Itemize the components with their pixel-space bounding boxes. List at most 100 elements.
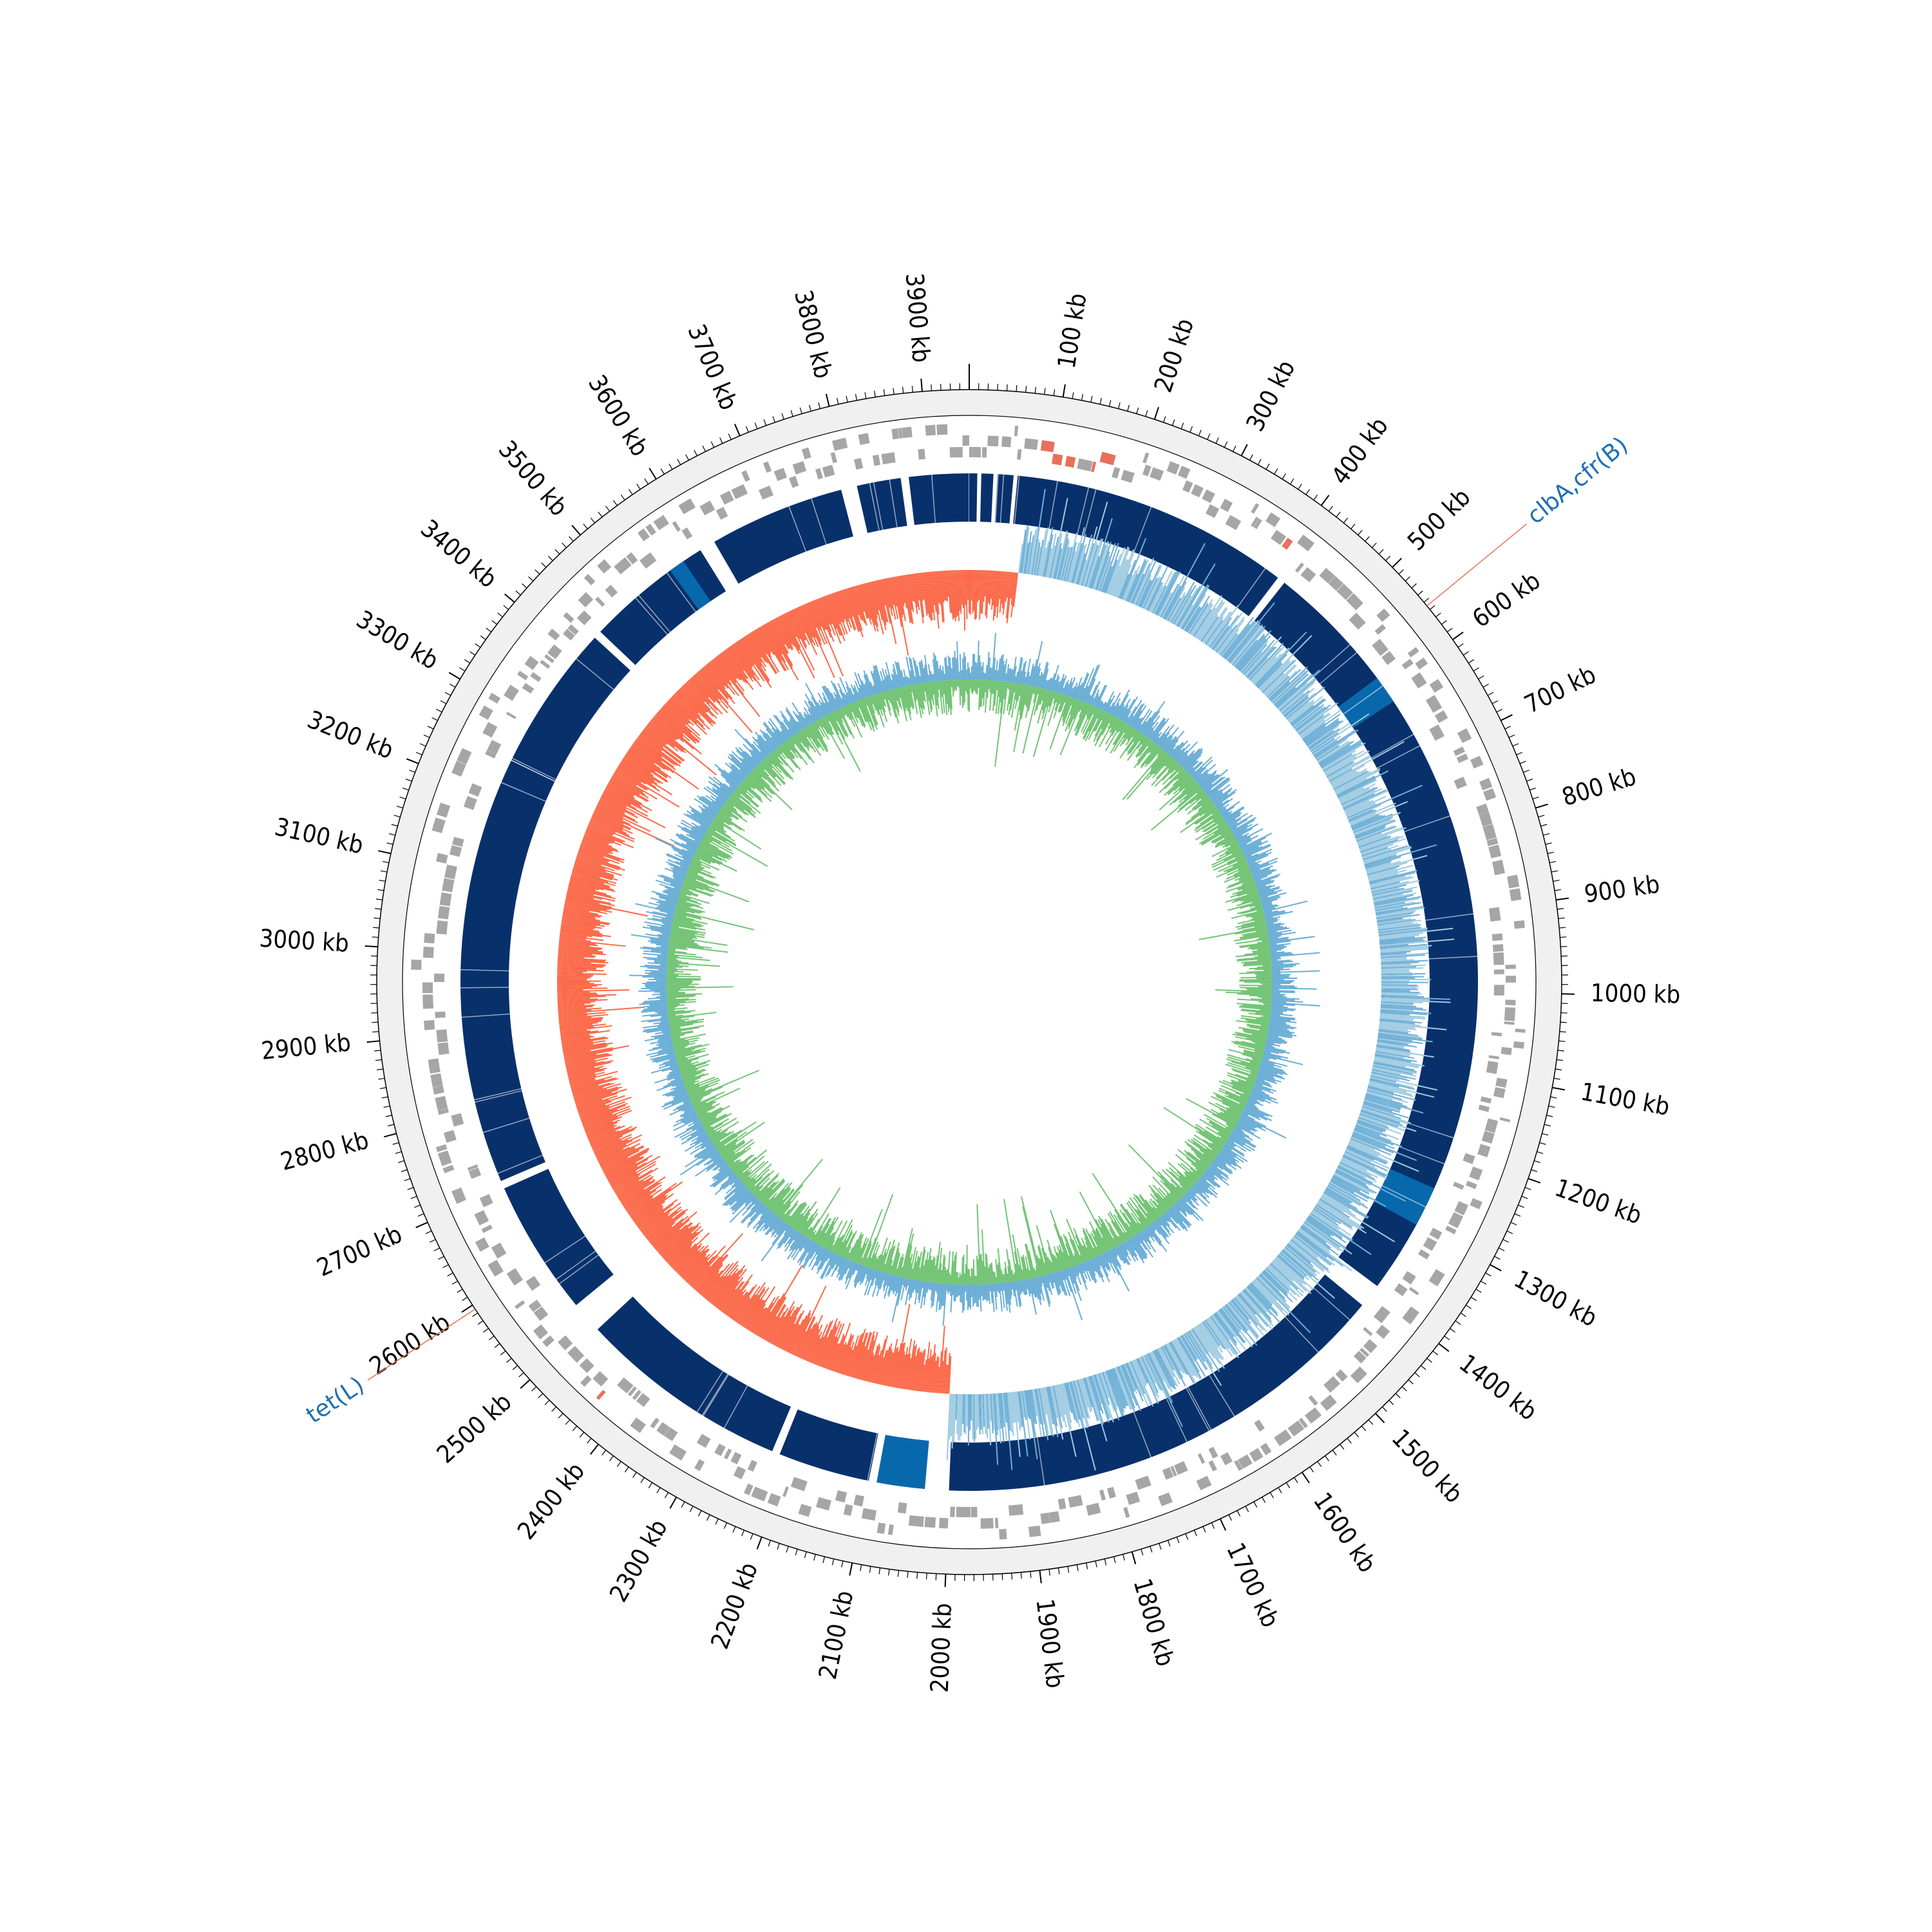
gc-skew-bar <box>670 697 706 730</box>
cds-feature <box>1493 1086 1506 1099</box>
gc-content-bar <box>886 1274 891 1286</box>
gc-skew-bar <box>931 1352 936 1393</box>
cds-feature <box>1057 1498 1066 1510</box>
gc-skew-bar <box>1380 952 1406 956</box>
gc-content-bar <box>771 1220 784 1235</box>
gc-skew-bar <box>1206 611 1231 646</box>
gc-content-bar <box>1101 701 1106 710</box>
gc-content-bar <box>1116 1215 1132 1238</box>
gc-content-bar <box>1193 1141 1217 1159</box>
gc-content-bar <box>1202 823 1228 840</box>
gc-skew-bar <box>1314 729 1359 759</box>
gc-skew-bar <box>1348 809 1374 821</box>
gc-content-bar <box>1186 1157 1206 1173</box>
scale-tick <box>732 1526 736 1533</box>
gc-content-bar <box>1063 1234 1076 1266</box>
gc-content-bar <box>847 1247 854 1260</box>
cds-feature <box>595 596 605 607</box>
gc-skew-bar <box>678 689 712 724</box>
gc-content-bar <box>1028 1270 1032 1279</box>
gc-skew-bar <box>1182 585 1210 630</box>
gc-content-bar <box>1052 674 1059 692</box>
gc-content-bar <box>804 1242 817 1262</box>
gc-content-bar <box>1240 987 1272 989</box>
gc-skew-bar <box>668 699 708 735</box>
gc-content-bar <box>1256 909 1264 912</box>
gc-skew-bar <box>1362 1104 1395 1116</box>
gc-skew-bar <box>561 1036 594 1042</box>
gc-content-bar <box>1166 1193 1177 1204</box>
gc-skew-bar <box>792 609 810 645</box>
gc-skew-bar <box>700 668 719 690</box>
gc-content-bar <box>1098 1215 1117 1247</box>
gc-content-bar <box>1198 770 1217 786</box>
gc-skew-bar <box>945 1365 949 1394</box>
gc-skew-bar <box>1273 1260 1307 1292</box>
gc-skew-bar <box>557 974 594 976</box>
gc-skew-bar <box>576 1092 618 1107</box>
gc-content-bar <box>1243 962 1272 965</box>
gc-content-bar <box>1160 1180 1180 1200</box>
gc-skew-bar <box>1312 738 1335 754</box>
gc-content-bar <box>1186 1192 1200 1206</box>
gc-skew-bar <box>1381 997 1430 1001</box>
gc-content-bar <box>1025 658 1031 685</box>
gc-skew-bar <box>560 1026 594 1032</box>
gc-skew-bar <box>990 1394 994 1434</box>
gc-content-bar <box>1227 1126 1234 1130</box>
gc-content-bar <box>1097 1255 1109 1277</box>
gc-content-bar <box>1226 811 1242 823</box>
gc-skew-bar <box>578 850 610 862</box>
gc-content-bar <box>1134 717 1144 730</box>
gc-skew-bar <box>562 1040 605 1048</box>
cds-feature <box>887 1524 894 1535</box>
gc-skew-bar <box>1198 1324 1223 1360</box>
gc-content-bar <box>717 1163 728 1171</box>
gc-content-bar <box>744 1195 755 1206</box>
gc-skew-bar <box>623 757 663 784</box>
gc-skew-bar <box>1241 643 1267 674</box>
scale-tick <box>1557 1059 1564 1061</box>
gc-content-bar <box>1177 1162 1198 1182</box>
gc-skew-bar <box>1206 1319 1233 1357</box>
gc-content-bar <box>1198 773 1211 785</box>
gc-content-bar <box>1269 1023 1297 1029</box>
gc-skew-bar <box>1212 1314 1241 1354</box>
gc-skew-bar <box>869 1343 880 1383</box>
scale-tick <box>1294 1477 1298 1483</box>
gc-content-bar <box>892 1251 900 1276</box>
gc-content-bar <box>1150 752 1167 771</box>
gc-skew-bar <box>807 1334 820 1362</box>
gc-content-bar <box>1218 1087 1248 1101</box>
gc-content-bar <box>753 1185 764 1196</box>
gc-skew-bar <box>1344 1151 1388 1171</box>
gc-skew-bar <box>811 1336 824 1364</box>
gc-skew-bar <box>1150 1352 1170 1390</box>
gc-skew-bar <box>1380 956 1407 960</box>
gc-content-bar <box>1024 1244 1034 1278</box>
gc-content-bar <box>746 1197 758 1210</box>
gc-skew-bar <box>644 727 667 745</box>
gc-content-bar <box>1066 681 1073 696</box>
gc-content-bar <box>1252 869 1270 877</box>
gc-content-bar <box>995 660 998 681</box>
cds-feature <box>488 1260 504 1277</box>
gc-skew-bar <box>938 1351 943 1394</box>
gc-skew-bar <box>1271 1261 1294 1282</box>
gc-skew-bar <box>1202 1321 1220 1347</box>
gc-skew-bar <box>1256 1277 1311 1334</box>
gc-content-bar <box>854 1265 864 1289</box>
gc-content-bar <box>1139 717 1151 733</box>
gc-skew-bar <box>983 570 986 602</box>
gc-content-bar <box>706 1158 724 1173</box>
gc-content-bar <box>1255 873 1281 884</box>
gc-skew-bar <box>1081 1378 1093 1412</box>
gc-skew-bar <box>1365 1094 1408 1108</box>
scale-tick <box>1553 1077 1560 1080</box>
gc-skew-bar <box>1305 720 1339 744</box>
gc-skew-bar <box>950 1394 954 1436</box>
gc-content-bar <box>1255 1042 1265 1046</box>
scale-tick <box>382 861 389 864</box>
gc-content-bar <box>1189 791 1206 804</box>
gc-content-bar <box>1066 1268 1077 1294</box>
